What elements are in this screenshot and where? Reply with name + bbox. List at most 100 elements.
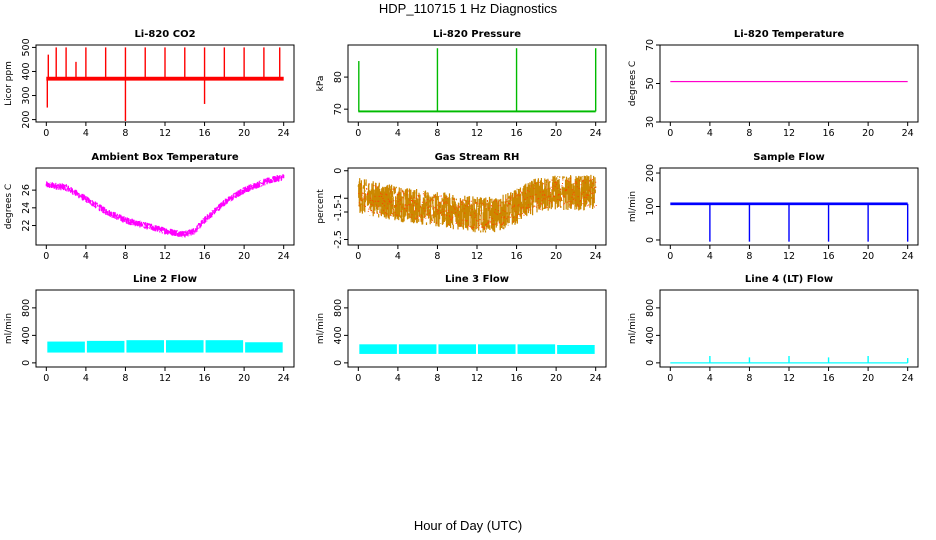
plot-frame <box>659 289 919 368</box>
x-tick-label: 20 <box>238 251 250 262</box>
x-tick-label: 20 <box>238 373 250 384</box>
y-axis-label: ml/min <box>628 313 638 344</box>
y-tick-label: 70 <box>645 39 656 51</box>
chart-panel-8: Line 3 Flow 0 4 8 12 16 20 24 0 400 800 ml/min <box>316 274 607 384</box>
x-tick-label: 12 <box>471 373 483 384</box>
x-tick-label: 20 <box>238 128 250 139</box>
series <box>46 47 284 121</box>
x-tick-label: 24 <box>278 251 290 262</box>
series-band <box>45 174 285 238</box>
x-tick-label: 0 <box>43 128 49 139</box>
x-tick-label: 4 <box>395 251 401 262</box>
chart-title: Li-820 CO2 <box>134 29 195 40</box>
series-segment <box>478 344 516 354</box>
chart-panel-5: Gas Stream RH 0 4 8 12 16 20 24 -2.5 -1.5-1 0 perce… <box>316 152 607 262</box>
y-axis-label: ml/min <box>316 313 326 344</box>
y-axis-label: degrees C <box>4 184 14 229</box>
y-tick-label: 500 <box>21 38 32 56</box>
x-tick-label: 0 <box>355 128 361 139</box>
x-tick-label: 8 <box>434 251 440 262</box>
chart-title: Ambient Box Temperature <box>91 152 238 163</box>
y-tick-label: 0 <box>333 360 344 366</box>
x-tick-label: 12 <box>783 251 795 262</box>
chart-title: Line 3 Flow <box>445 274 509 285</box>
x-tick-label: 12 <box>159 251 171 262</box>
y-tick-label: 22 <box>21 219 32 231</box>
chart-panel-3: Li-820 Temperature 0 4 8 12 16 20 24 30 50 70 degre… <box>628 29 919 139</box>
y-tick-label: 30 <box>645 116 656 128</box>
series-segment <box>398 344 437 354</box>
plot-frame <box>347 289 607 368</box>
chart-title: Li-820 Temperature <box>734 29 844 40</box>
y-tick-label: 100 <box>645 197 656 215</box>
y-tick-label: 200 <box>645 164 656 182</box>
plot-frame <box>659 44 919 123</box>
x-tick-label: 4 <box>707 128 713 139</box>
series <box>359 344 595 354</box>
y-axis-label: percent <box>316 189 326 224</box>
series-segment <box>557 345 595 354</box>
x-tick-label: 16 <box>823 373 835 384</box>
y-tick-label: 300 <box>21 86 32 104</box>
series-band <box>358 110 596 113</box>
x-tick-label: 16 <box>823 251 835 262</box>
y-tick-label: 0 <box>333 168 344 174</box>
series-segment <box>166 340 204 353</box>
x-tick-label: 20 <box>862 251 874 262</box>
y-tick-label: 26 <box>21 184 32 196</box>
x-tick-label: 16 <box>511 373 523 384</box>
chart-title: Gas Stream RH <box>435 152 520 163</box>
x-tick-label: 24 <box>902 128 914 139</box>
x-tick-label: 12 <box>471 128 483 139</box>
series <box>47 340 283 353</box>
x-tick-label: 4 <box>707 251 713 262</box>
x-tick-label: 12 <box>159 373 171 384</box>
y-tick-label: 0 <box>645 237 656 243</box>
chart-title: Line 4 (LT) Flow <box>745 274 833 285</box>
x-tick-label: 16 <box>199 373 211 384</box>
chart-panel-7: Line 2 Flow 0 4 8 12 16 20 24 0 400 800 ml/min <box>4 274 295 384</box>
chart-panel-4: Ambient Box Temperature 0 4 8 12 16 20 24 22 24 26… <box>4 152 295 262</box>
y-tick-label: 50 <box>645 77 656 89</box>
chart-panel-1: Li-820 CO2 0 4 8 12 16 20 24 200 300 400 500 Licor p… <box>4 29 295 139</box>
y-tick-label: 400 <box>333 326 344 344</box>
x-tick-label: 8 <box>746 251 752 262</box>
series-segment <box>517 344 556 354</box>
y-tick-label: -1.5 <box>333 203 344 222</box>
y-axis-label: kPa <box>316 76 326 92</box>
y-tick-label: 0 <box>21 360 32 366</box>
x-tick-label: 12 <box>159 128 171 139</box>
chart-panel-9: Line 4 (LT) Flow 0 4 8 12 16 20 24 0 400 800 ml/min <box>628 274 919 384</box>
x-tick-label: 4 <box>83 373 89 384</box>
series-segment <box>245 342 283 353</box>
x-tick-label: 16 <box>199 128 211 139</box>
x-tick-label: 24 <box>902 251 914 262</box>
series-segment <box>126 340 164 353</box>
x-tick-label: 16 <box>511 251 523 262</box>
page-x-axis-label: Hour of Day (UTC) <box>413 518 523 533</box>
plot-frame <box>35 289 295 368</box>
x-tick-label: 16 <box>199 251 211 262</box>
y-tick-label: 400 <box>645 326 656 344</box>
x-tick-label: 20 <box>550 373 562 384</box>
x-tick-label: 0 <box>667 128 673 139</box>
series <box>45 174 285 238</box>
x-tick-label: 24 <box>590 128 602 139</box>
chart-title: Sample Flow <box>753 152 825 163</box>
chart-panel-2: Li-820 Pressure 0 4 8 12 16 20 24 70 80 kPa <box>316 29 607 139</box>
x-tick-label: 20 <box>550 251 562 262</box>
y-tick-label: 70 <box>333 103 344 115</box>
chart-panel-6: Sample Flow 0 4 8 12 16 20 24 0 100 200 ml/min <box>628 152 919 262</box>
x-tick-label: 16 <box>511 128 523 139</box>
x-tick-label: 20 <box>862 373 874 384</box>
y-axis-label: Licor ppm <box>4 61 14 106</box>
x-tick-label: 0 <box>355 251 361 262</box>
x-tick-label: 0 <box>43 251 49 262</box>
series <box>670 202 909 242</box>
y-axis-label: degrees C <box>628 61 638 106</box>
x-tick-label: 8 <box>434 128 440 139</box>
series-segment <box>86 340 125 353</box>
x-tick-label: 4 <box>395 128 401 139</box>
series-segment <box>47 341 85 353</box>
